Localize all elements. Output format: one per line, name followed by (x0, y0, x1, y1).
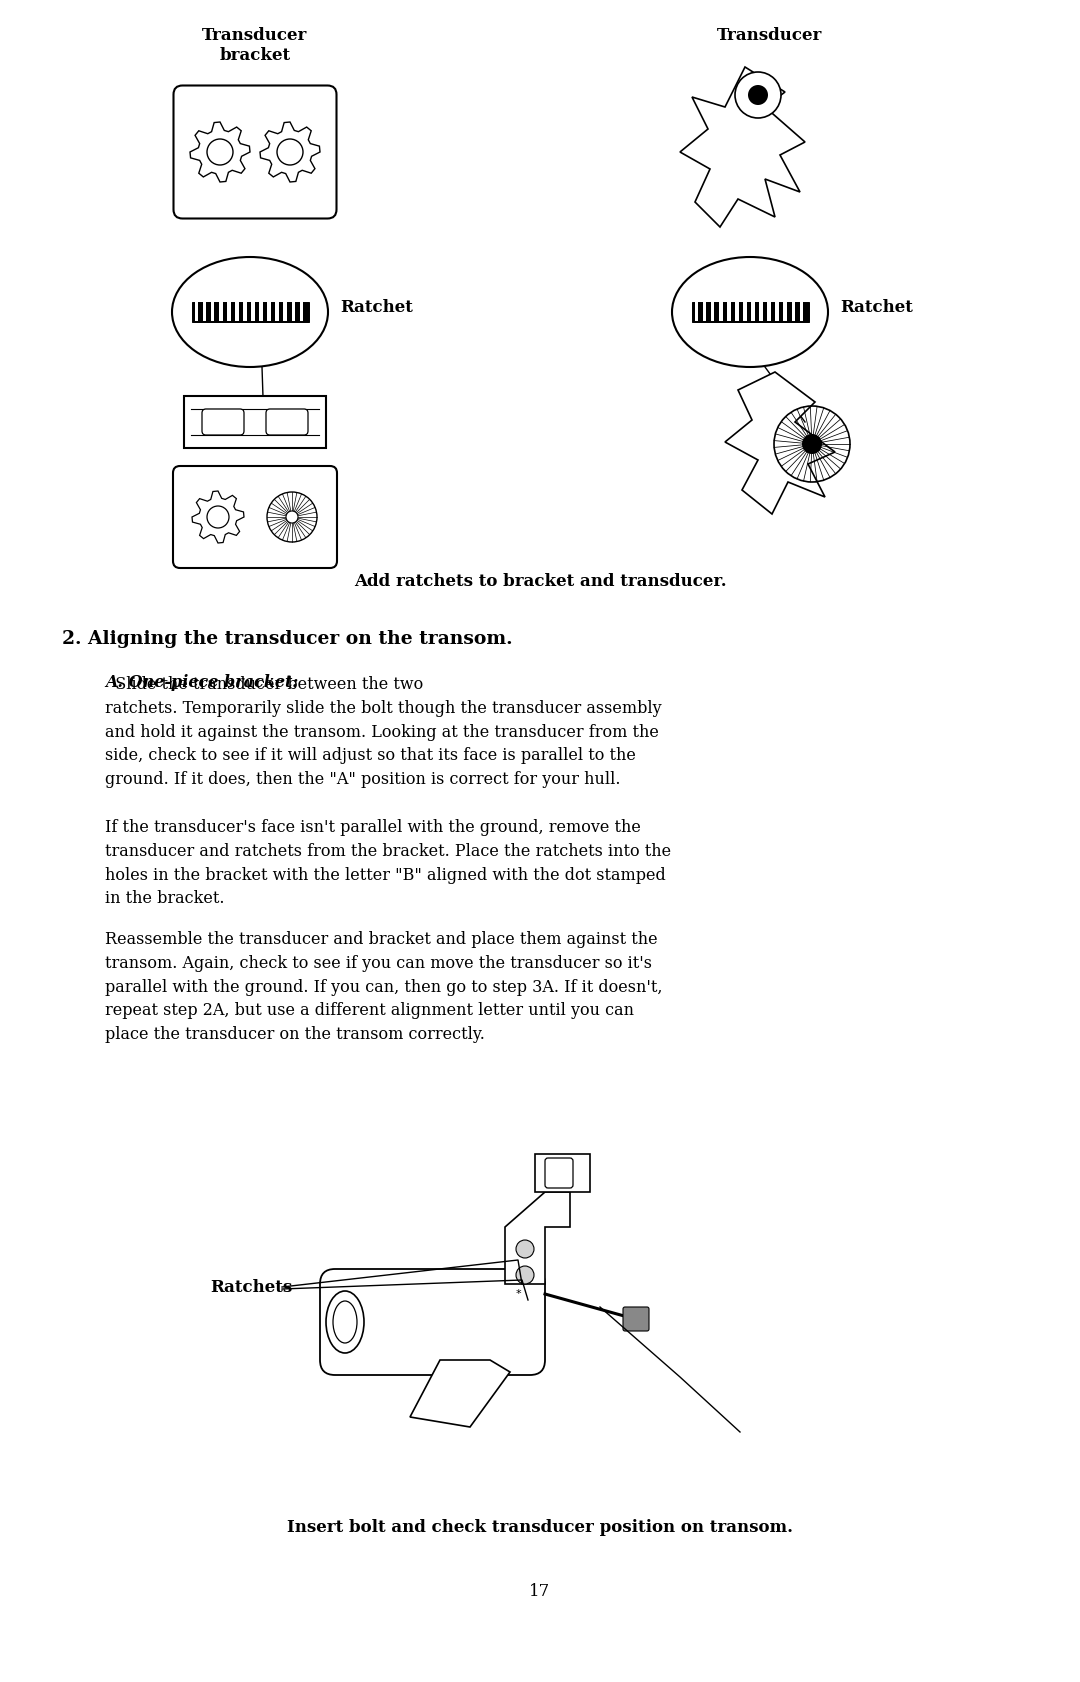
Bar (783, 301, 787, 321)
Bar (292, 301, 295, 321)
Circle shape (516, 1267, 534, 1283)
Bar (184, 395, 326, 447)
FancyBboxPatch shape (174, 86, 337, 219)
Bar (275, 301, 279, 321)
Bar (243, 301, 246, 321)
Bar (191, 301, 309, 323)
Bar (768, 301, 771, 321)
Polygon shape (725, 372, 835, 515)
Bar (299, 301, 303, 321)
Circle shape (748, 86, 768, 104)
Polygon shape (680, 67, 805, 227)
FancyBboxPatch shape (266, 409, 308, 436)
Polygon shape (190, 123, 249, 182)
Circle shape (207, 506, 229, 528)
Bar (259, 301, 262, 321)
Bar (219, 301, 222, 321)
Text: Ratchets: Ratchets (210, 1278, 293, 1295)
Bar (283, 301, 287, 321)
Bar (227, 301, 231, 321)
Polygon shape (260, 123, 320, 182)
FancyBboxPatch shape (320, 1268, 545, 1374)
FancyBboxPatch shape (173, 466, 337, 569)
Text: A. One-piece bracket:: A. One-piece bracket: (105, 674, 298, 691)
Polygon shape (410, 1361, 510, 1426)
Bar (792, 301, 795, 321)
Bar (703, 301, 706, 321)
Circle shape (286, 511, 298, 523)
Text: Reassemble the transducer and bracket and place them against the
transom. Again,: Reassemble the transducer and bracket an… (105, 932, 662, 1043)
Bar (711, 301, 715, 321)
Bar (719, 301, 723, 321)
Bar (759, 301, 762, 321)
Bar (235, 301, 239, 321)
Text: Slide the transducer between the two
ratchets. Temporarily slide the bolt though: Slide the transducer between the two rat… (105, 676, 662, 789)
Bar (691, 301, 809, 323)
Ellipse shape (672, 257, 828, 367)
Text: Add ratchets to bracket and transducer.: Add ratchets to bracket and transducer. (353, 574, 727, 590)
Bar (735, 301, 739, 321)
Bar (775, 301, 779, 321)
Bar (752, 301, 755, 321)
FancyBboxPatch shape (545, 1157, 573, 1187)
Bar (743, 301, 746, 321)
Bar (211, 301, 215, 321)
Bar (194, 301, 199, 321)
Text: Ratchet: Ratchet (840, 298, 913, 316)
FancyBboxPatch shape (202, 409, 244, 436)
Text: 2. Aligning the transducer on the transom.: 2. Aligning the transducer on the transo… (62, 631, 513, 648)
FancyBboxPatch shape (623, 1307, 649, 1330)
Bar (203, 301, 206, 321)
Text: Transducer: Transducer (717, 27, 823, 44)
Text: Transducer
bracket: Transducer bracket (202, 27, 308, 64)
Text: Insert bolt and check transducer position on transom.: Insert bolt and check transducer positio… (287, 1519, 793, 1536)
Circle shape (276, 140, 303, 165)
Circle shape (735, 72, 781, 118)
Ellipse shape (326, 1292, 364, 1352)
Circle shape (207, 140, 233, 165)
Text: *: * (515, 1288, 521, 1299)
Text: Ratchet: Ratchet (340, 298, 413, 316)
Bar (252, 301, 255, 321)
Bar (268, 301, 271, 321)
Bar (727, 301, 731, 321)
Circle shape (516, 1240, 534, 1258)
Ellipse shape (172, 257, 328, 367)
Circle shape (802, 434, 822, 454)
Bar (799, 301, 804, 321)
Polygon shape (505, 1193, 570, 1283)
Text: 17: 17 (529, 1583, 551, 1601)
Bar (535, 1154, 590, 1193)
Polygon shape (192, 491, 244, 543)
Bar (694, 301, 699, 321)
Text: If the transducer's face isn't parallel with the ground, remove the
transducer a: If the transducer's face isn't parallel … (105, 819, 671, 907)
